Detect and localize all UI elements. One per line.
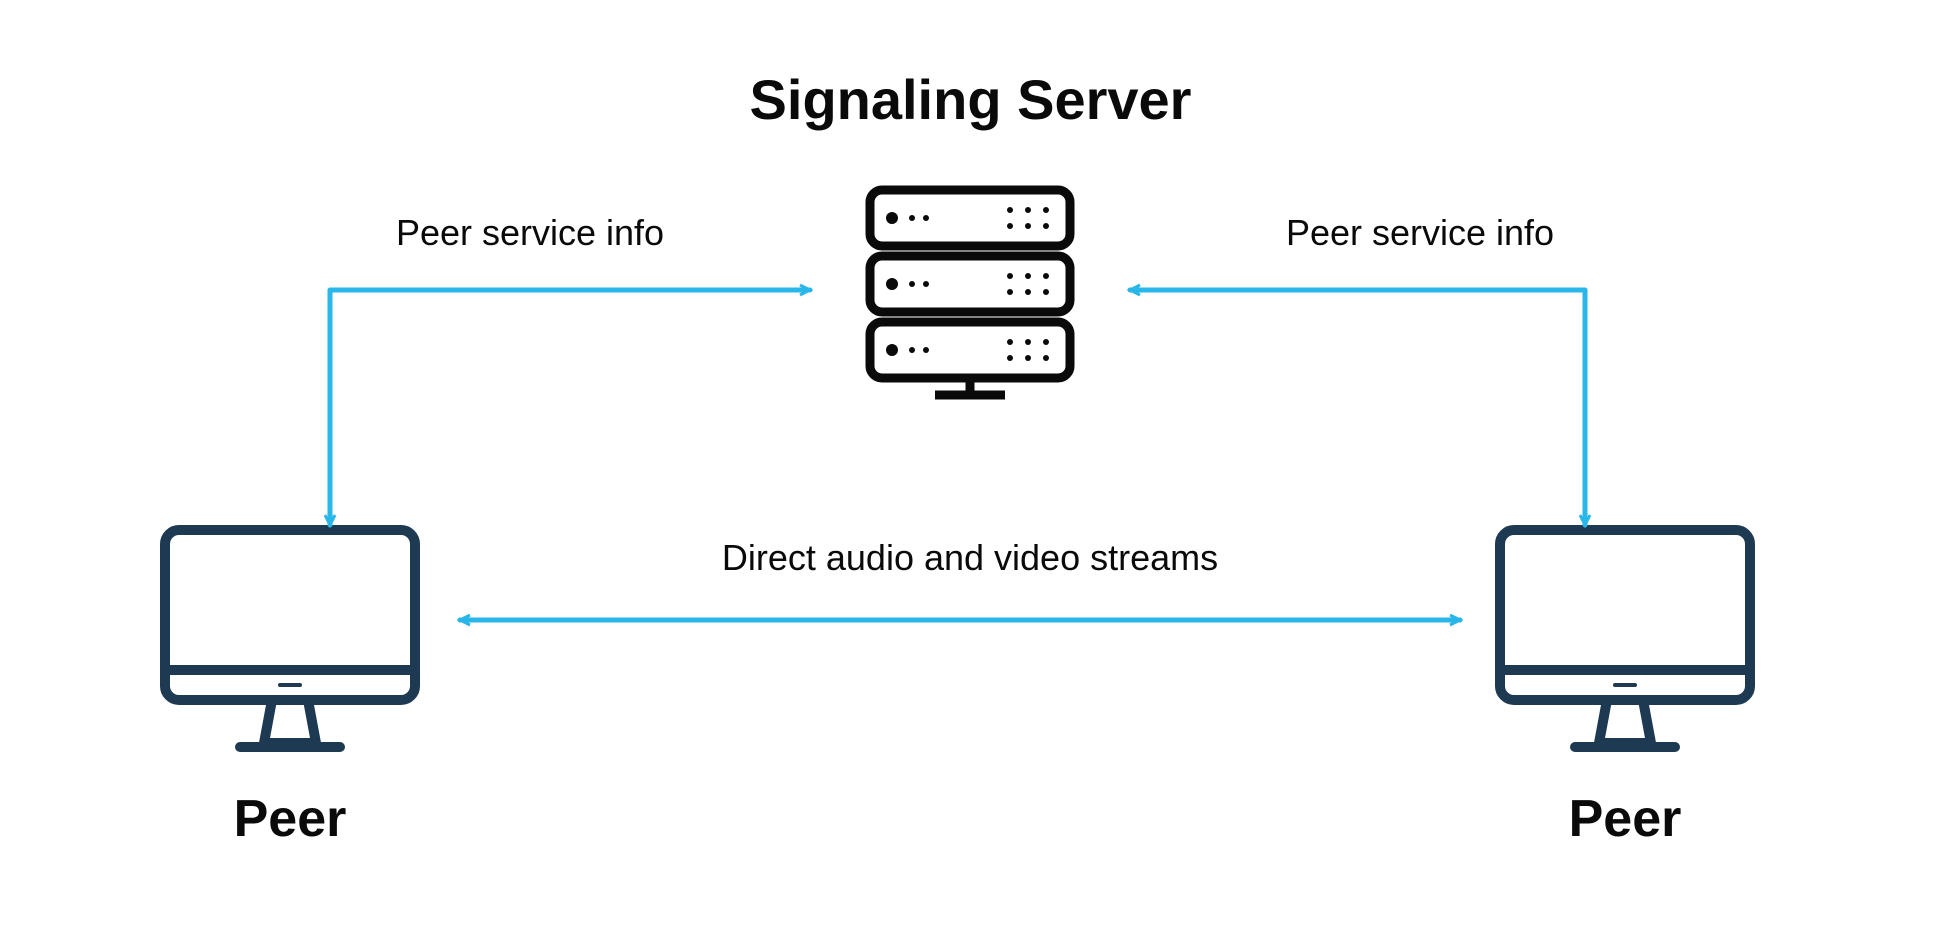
arrow-right-to-server <box>1130 290 1585 525</box>
signaling-diagram: Signaling Server <box>0 0 1941 944</box>
monitor-right-icon <box>1485 515 1765 775</box>
server-icon <box>840 170 1100 430</box>
arrow-left-to-server <box>330 290 810 525</box>
peer-left-label: Peer <box>90 789 490 849</box>
peer-right-label: Peer <box>1425 789 1825 849</box>
edge-label-left: Peer service info <box>230 212 830 254</box>
edge-label-right: Peer service info <box>1120 212 1720 254</box>
edge-label-bottom: Direct audio and video streams <box>670 537 1270 579</box>
diagram-title: Signaling Server <box>0 67 1941 132</box>
monitor-left-icon <box>150 515 430 775</box>
